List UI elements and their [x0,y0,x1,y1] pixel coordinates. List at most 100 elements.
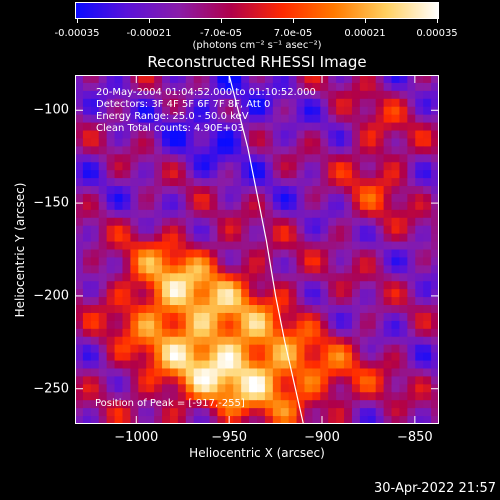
heatmap-cell [336,138,345,147]
heatmap-cell [241,265,250,274]
heatmap-cell [320,281,329,290]
heatmap-cell [201,75,211,84]
heatmap-cell [351,75,361,84]
heatmap-cell [114,312,124,322]
heatmap-cell [312,344,321,354]
heatmap-cell [225,209,234,219]
heatmap-cell [209,416,219,424]
heatmap-cell [122,249,131,259]
heatmap-cell [146,122,155,132]
heatmap-cell [241,170,250,179]
heatmap-cell [359,257,369,266]
heatmap-cell [264,138,274,147]
heatmap-cell [359,320,369,330]
heatmap-cell [272,265,282,274]
heatmap-cell [383,146,393,155]
heatmap-cell [162,170,171,179]
heatmap-cell [193,154,203,163]
heatmap-cell [296,273,306,282]
heatmap-cell [391,328,401,338]
heatmap-cell [130,233,139,243]
heatmap-cell [130,162,139,171]
heatmap-cell [257,154,266,163]
heatmap-cell [225,281,234,290]
heatmap-cell [407,281,416,290]
heatmap-cell [225,122,234,132]
heatmap-cell [328,297,337,306]
heatmap-cell [249,281,258,290]
heatmap-cell [130,384,139,393]
heatmap-cell [201,368,211,378]
heatmap-cell [264,320,274,330]
heatmap-cell [114,249,124,259]
heatmap-cell [233,106,242,116]
heatmap-cell [351,265,361,274]
heatmap-cell [177,122,187,132]
heatmap-cell [249,186,258,195]
heatmap-cell [320,154,329,163]
heatmap-cell [328,162,337,171]
heatmap-cell [399,416,408,424]
heatmap-cell [328,75,337,84]
heatmap-cell [130,281,139,290]
heatmap-cell [193,170,203,179]
heatmap-cell [415,352,424,362]
heatmap-cell [154,249,163,259]
heatmap-cell [351,392,361,401]
heatmap-cell [351,146,361,155]
heatmap-cell [169,233,179,243]
heatmap-cell [106,408,116,417]
heatmap-cell [162,193,171,203]
heatmap-cell [201,273,211,282]
heatmap-cell [304,233,313,243]
heatmap-cell [431,114,439,124]
heatmap-cell [106,233,116,243]
heatmap-cell [399,146,408,155]
heatmap-cell [225,82,234,92]
heatmap-cell [169,162,179,171]
heatmap-cell [106,336,116,346]
heatmap-cell [272,130,282,140]
heatmap-cell [304,90,313,100]
heatmap-cell [249,320,258,330]
heatmap-cell [98,360,108,370]
heatmap-cell [114,257,124,266]
heatmap-cell [130,241,139,251]
heatmap-cell [75,106,84,116]
heatmap-cell [249,257,258,266]
heatmap-cell [201,154,211,163]
heatmap-cell [106,384,116,393]
heatmap-cell [407,162,416,171]
heatmap-cell [288,305,298,314]
heatmap-cell [351,289,361,298]
heatmap-cell [122,305,131,314]
heatmap-cell [75,408,84,417]
heatmap-cell [304,320,313,330]
heatmap-cell [320,106,329,116]
heatmap-cell [162,122,171,132]
heatmap-cell [249,178,258,187]
heatmap-cell [177,178,187,187]
heatmap-cell [114,114,124,124]
heatmap-cell [249,289,258,298]
heatmap-cell [225,186,234,195]
heatmap-cell [82,289,92,298]
heatmap-cell [328,249,337,259]
heatmap-cell [201,82,211,92]
heatmap-cell [304,154,313,163]
heatmap-cell [280,225,290,235]
heatmap-cell [201,320,211,330]
heatmap-cell [367,368,377,378]
heatmap-cell [185,265,195,274]
heatmap-cell [375,75,385,84]
heatmap-cell [399,170,408,179]
heatmap-cell [423,98,432,108]
heatmap-cell [423,289,432,298]
heatmap-cell [138,106,147,116]
heatmap-cell [399,384,408,393]
heatmap-cell [399,249,408,259]
heatmap-cell [138,233,147,243]
heatmap-cell [344,82,353,92]
heatmap-cell [185,352,195,362]
heatmap-cell [154,209,163,219]
